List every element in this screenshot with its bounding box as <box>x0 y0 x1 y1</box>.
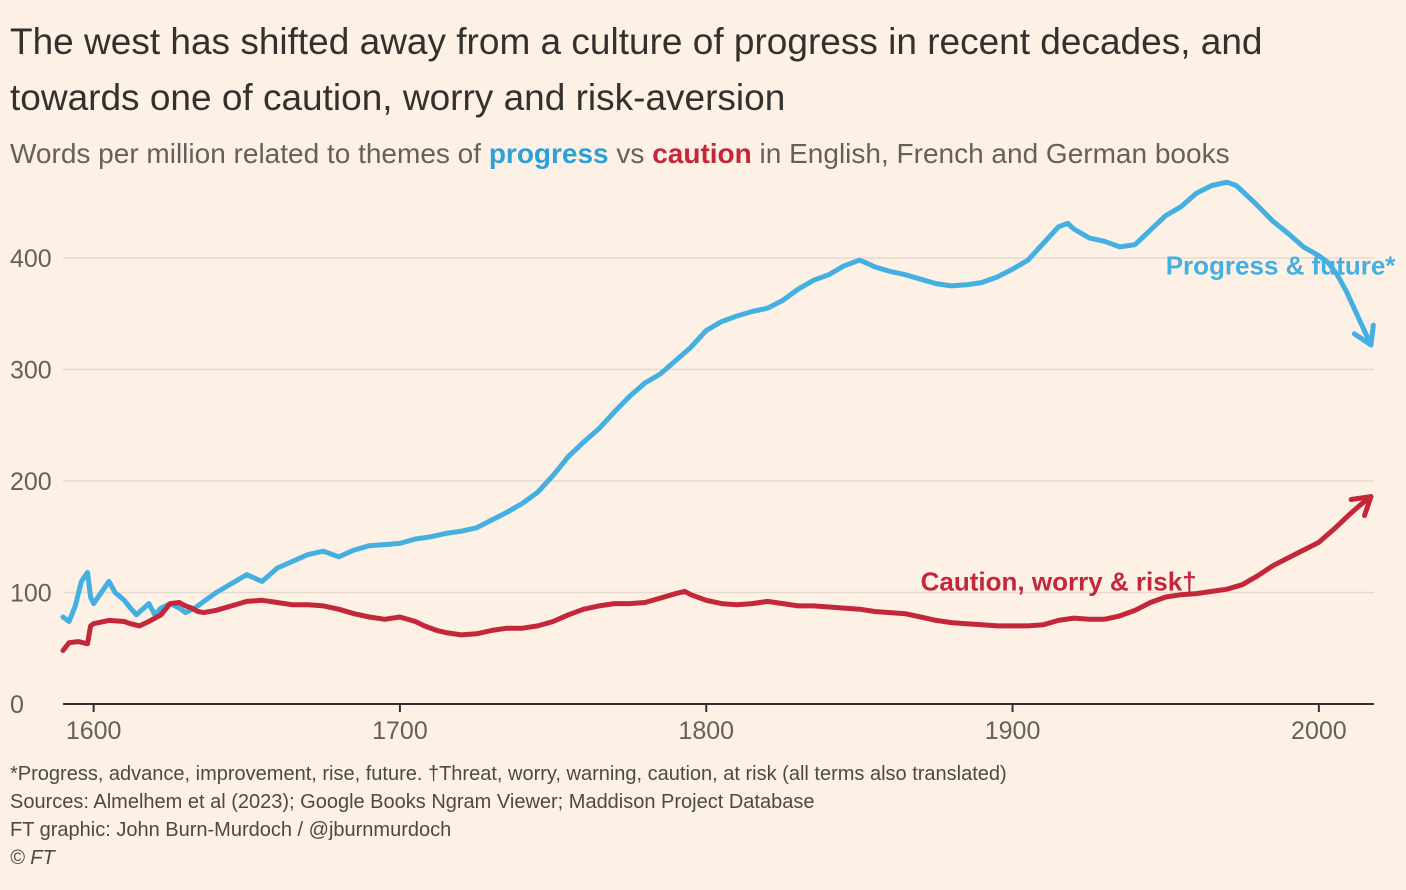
y-tick-label-400: 400 <box>10 245 52 273</box>
subtitle-vs: vs <box>608 138 653 169</box>
series-label-caution: Caution, worry & risk† <box>921 566 1197 596</box>
chart-subtitle: Words per million related to themes of p… <box>10 135 1400 173</box>
y-tick-label-100: 100 <box>10 580 52 608</box>
x-tick-label-2000: 2000 <box>1291 717 1347 745</box>
series-label-progress: Progress & future* <box>1166 251 1397 281</box>
series-arrow-progress <box>1351 322 1376 348</box>
x-tick-label-1900: 1900 <box>985 717 1041 745</box>
x-tick-label-1700: 1700 <box>372 717 428 745</box>
subtitle-progress-keyword: progress <box>488 138 609 169</box>
subtitle-prefix: Words per million related to themes of <box>10 138 489 169</box>
footnote-terms: *Progress, advance, improvement, rise, f… <box>10 763 1007 785</box>
y-tick-label-0: 0 <box>10 691 24 719</box>
series-line-caution <box>60 494 1374 653</box>
series-line-progress <box>60 179 1374 624</box>
line-chart: 0 100 200 300 400 1600 1700 1800 1900 2000 Progres… <box>10 179 1397 745</box>
subtitle-caution-keyword: caution <box>652 138 752 169</box>
y-tick-label-300: 300 <box>10 357 52 385</box>
footnote-sources: Sources: Almelhem et al (2023); Google B… <box>10 791 815 813</box>
chart-title: The west has shifted away from a culture… <box>10 21 1263 118</box>
x-tick-label-1800: 1800 <box>678 717 734 745</box>
series-arrow-caution <box>1348 494 1374 519</box>
footnote-copyright: © FT <box>10 847 55 869</box>
subtitle-suffix: in English, French and German books <box>751 138 1230 169</box>
y-tick-label-200: 200 <box>10 468 52 496</box>
chart-footer: *Progress, advance, improvement, rise, f… <box>10 760 1007 872</box>
x-tick-label-1600: 1600 <box>66 717 122 745</box>
footnote-credit: FT graphic: John Burn-Murdoch / @jburnmu… <box>10 819 452 841</box>
